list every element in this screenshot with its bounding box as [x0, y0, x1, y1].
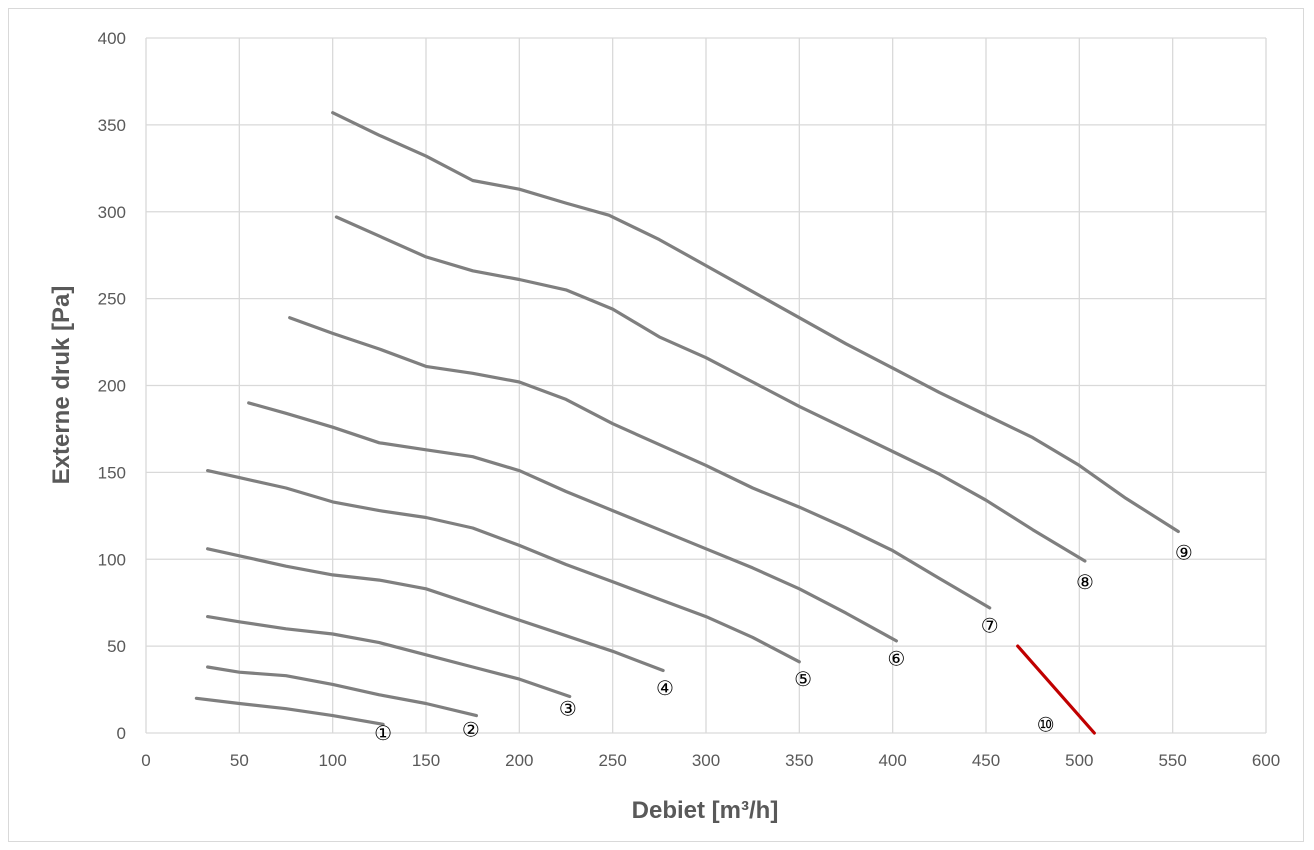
y-tick-label: 50 — [107, 637, 126, 656]
y-tick-label: 350 — [98, 116, 126, 135]
x-tick-label: 150 — [412, 751, 440, 770]
curve-label: ② — [462, 718, 480, 742]
x-tick-label: 500 — [1065, 751, 1093, 770]
x-tick-label: 50 — [230, 751, 249, 770]
y-tick-label: 250 — [98, 290, 126, 309]
grid-lines — [145, 37, 1267, 734]
x-tick-label: 550 — [1158, 751, 1186, 770]
y-tick-label: 0 — [117, 724, 126, 743]
fan-curve-line — [206, 614, 572, 699]
fan-curve-line — [206, 469, 801, 664]
x-tick-label: 450 — [972, 751, 1000, 770]
y-tick-label: 300 — [98, 203, 126, 222]
x-tick-label: 600 — [1252, 751, 1280, 770]
fan-curves — [194, 111, 1180, 735]
x-tick-label: 100 — [318, 751, 346, 770]
x-tick-label: 300 — [692, 751, 720, 770]
curve-label: ⑥ — [887, 646, 905, 670]
x-tick-label: 250 — [598, 751, 626, 770]
fan-curve-line — [334, 215, 1087, 563]
fan-curve-line — [206, 547, 665, 673]
fan-curve-line — [331, 111, 1180, 534]
y-axis-title: Externe druk [Pa] — [48, 286, 75, 485]
curve-label: ⑨ — [1175, 540, 1193, 564]
y-tick-label: 100 — [98, 550, 126, 569]
x-tick-label: 200 — [505, 751, 533, 770]
curve-label: ③ — [559, 697, 577, 721]
fan-curve-line — [288, 316, 992, 610]
y-tick-label: 150 — [98, 463, 126, 482]
x-axis-title: Debiet [m³/h] — [632, 797, 779, 824]
curve-label: ⑦ — [981, 613, 999, 637]
fan-curve-line — [194, 696, 385, 726]
curve-label: ⑤ — [794, 667, 812, 691]
y-tick-label: 400 — [98, 29, 126, 48]
y-tick-label: 200 — [98, 377, 126, 396]
curve-label: ⑧ — [1076, 570, 1094, 594]
fan-curve-line — [1016, 644, 1096, 735]
curve-label: ⑩ — [1037, 712, 1055, 736]
x-tick-label: 0 — [141, 751, 150, 770]
x-tick-label: 350 — [785, 751, 813, 770]
x-tick-label: 400 — [878, 751, 906, 770]
fan-curve-line — [206, 665, 478, 718]
x-axis-tick-labels: 0 50 100 150 200 250 300 350 400 450 500 550 600 — [141, 751, 1280, 770]
curve-label: ④ — [656, 676, 674, 700]
curve-label: ① — [374, 721, 392, 745]
curve-number-labels: ① ② ③ ④ ⑤ ⑥ ⑦ ⑧ ⑨ ⑩ — [374, 540, 1193, 745]
y-axis-tick-labels: 0 50 100 150 200 250 300 350 400 — [98, 29, 126, 743]
fan-curve-line — [247, 401, 899, 643]
